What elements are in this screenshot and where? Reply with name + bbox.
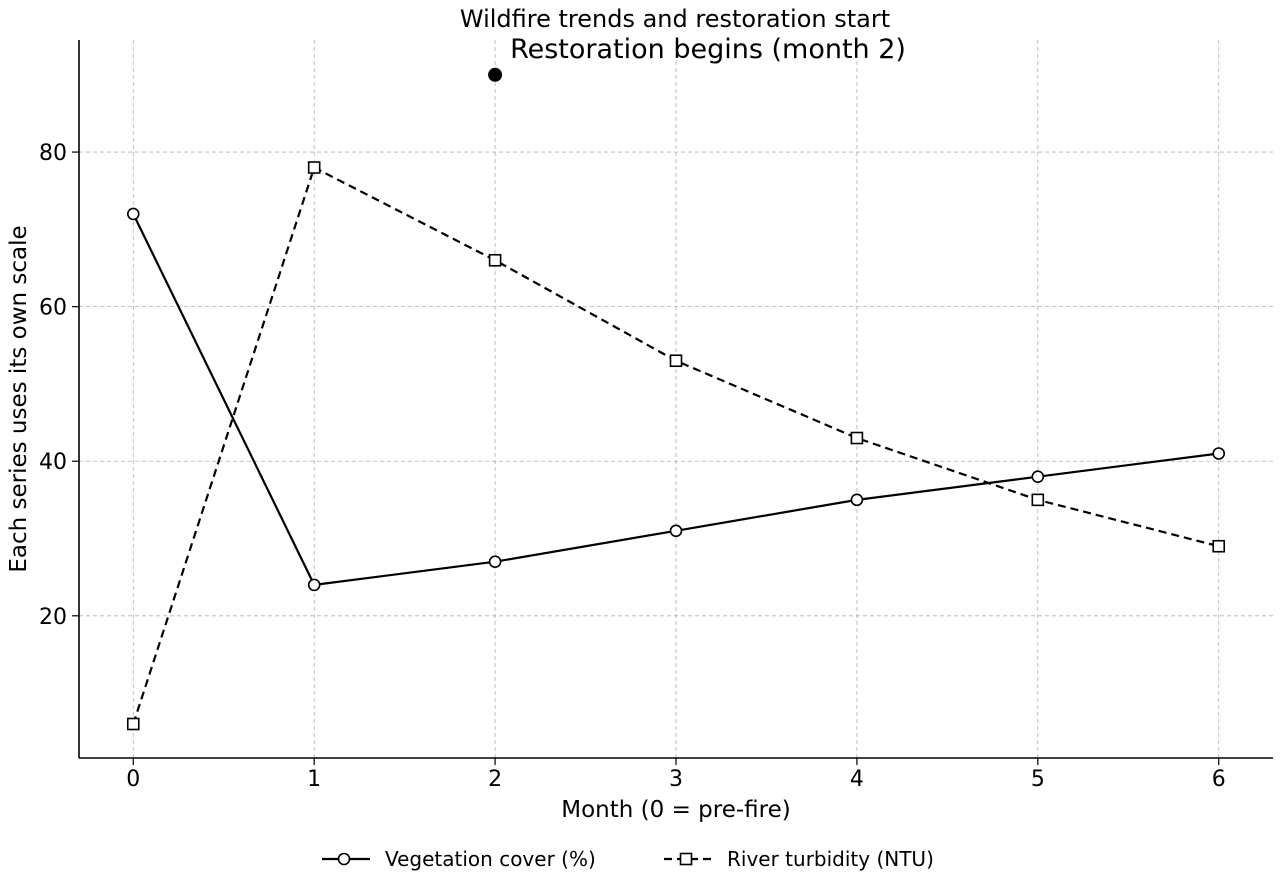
x-tick-label-0: 0 (126, 767, 140, 792)
river-turbidity-ntu-point-1 (307, 161, 321, 174)
river-turbidity-ntu-point-5 (1031, 493, 1045, 507)
river-turbidity-ntu-point-4 (850, 431, 864, 445)
legend-vegetation-cover-label: Vegetation cover (%) (385, 847, 596, 871)
legend-vegetation-cover-marker (337, 852, 351, 866)
grid-layer (79, 40, 1273, 758)
y-tick-label-2: 60 (39, 296, 67, 321)
y-tick-label-1: 40 (39, 450, 67, 475)
legend-river-turbidity-ntu-marker (679, 852, 693, 866)
annotation-layer: Restoration begins (month 2) (488, 34, 906, 82)
x-tick-label-5: 5 (1031, 767, 1045, 792)
x-tick-label-1: 1 (307, 767, 321, 792)
annotation-marker-0 (488, 67, 503, 82)
legend: Vegetation cover (%) River turbidity (NTU… (322, 847, 934, 871)
x-tick-label-2: 2 (488, 767, 502, 792)
y-axis-label: Each series uses its own scale (6, 225, 32, 572)
vegetation-cover-point-5 (1031, 470, 1045, 483)
x-tick-label-3: 3 (669, 767, 683, 792)
vegetation-cover-point-4 (850, 493, 864, 507)
river-turbidity-ntu-point-0 (126, 717, 140, 731)
vegetation-cover-point-3 (669, 524, 683, 538)
river-turbidity-ntu-point-2 (488, 253, 502, 267)
y-tick-label-0: 20 (39, 605, 67, 630)
vegetation-cover-point-6 (1212, 447, 1226, 460)
x-tick-label-6: 6 (1212, 767, 1226, 792)
ticks-layer: 0 1 2 3 4 5 6 20 40 60 80 (39, 141, 1226, 792)
legend-river-turbidity-ntu-label: River turbidity (NTU) (727, 847, 934, 871)
x-tick-label-4: 4 (850, 767, 864, 792)
vegetation-cover-point-2 (488, 555, 502, 568)
vegetation-cover-point-0 (126, 207, 140, 221)
annotation-text-0: Restoration begins (month 2) (510, 34, 906, 65)
x-axis-label: Month (0 = pre-fire) (561, 797, 790, 823)
chart-title: Wildfire trends and restoration start (460, 5, 890, 33)
series-layer (126, 161, 1226, 731)
river-turbidity-ntu-point-6 (1212, 539, 1226, 553)
vegetation-cover-point-1 (307, 578, 321, 592)
river-turbidity-ntu-point-3 (669, 354, 683, 368)
y-tick-label-3: 80 (39, 141, 67, 166)
